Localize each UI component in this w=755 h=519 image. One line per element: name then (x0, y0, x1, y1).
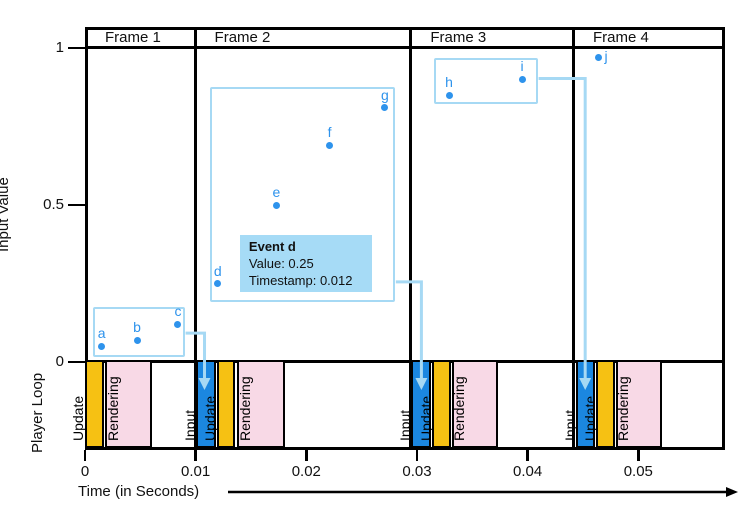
x-tick-mark (194, 450, 197, 461)
tooltip-title: Event d (248, 239, 296, 255)
frame-boundary-line (572, 27, 575, 450)
x-tick-label: 0 (80, 463, 90, 480)
y-tick-mark (68, 46, 85, 50)
event-point-f (326, 141, 334, 149)
event-point-g (381, 104, 389, 112)
event-point-label-h: h (445, 74, 453, 91)
x-tick-mark (526, 450, 529, 461)
y-tick-mark (68, 203, 85, 207)
update-bar: Update (202, 360, 236, 448)
update-bar-label: Update (70, 395, 87, 441)
event-point-d (214, 280, 222, 287)
input-bar-label: Input (561, 409, 578, 441)
event-point-label-b: b (133, 319, 141, 336)
frame-boundary-line (193, 27, 197, 450)
frame-header-cell: Frame 1 (85, 27, 195, 48)
event-point-i (518, 75, 526, 83)
input-bar-label: Input (181, 409, 198, 441)
frame-header-cell: Frame 3 (410, 27, 573, 48)
header-separator-line (85, 46, 725, 49)
event-group-box (210, 86, 395, 302)
frame-header-label: Frame 2 (214, 29, 271, 46)
x-axis-title: Time (in Seconds) (78, 483, 200, 500)
event-point-label-g: g (380, 86, 389, 103)
frame-header-label: Frame 3 (430, 29, 487, 46)
x-tick-label: 0.04 (513, 463, 543, 480)
tooltip-timestamp-line: Timestamp: 0.012 (248, 273, 353, 289)
x-tick-mark (415, 450, 419, 461)
y-tick-label: 0 (55, 353, 64, 370)
event-point-a (98, 342, 106, 350)
y-tick-label: 1 (55, 39, 64, 56)
x-tick-label: 0.05 (623, 463, 653, 480)
x-tick-mark (637, 450, 640, 461)
event-point-label-i: i (520, 58, 524, 75)
rendering-bar: Rendering (614, 360, 662, 448)
y-axis-title: Input Value (0, 177, 12, 252)
x-tick-mark (83, 450, 87, 461)
x-tick-mark (305, 450, 308, 461)
rendering-bar-label: Rendering (104, 376, 121, 441)
event-point-b (133, 336, 141, 344)
y-tick-label: 0.5 (43, 196, 64, 213)
rendering-bar-label: Rendering (236, 376, 253, 441)
frame-header-cell: Frame 2 (195, 27, 411, 48)
event-group-box (433, 57, 538, 105)
update-bar-label: Update (581, 395, 598, 441)
event-point-j (594, 53, 602, 61)
player-loop-axis-title: Player Loop (29, 372, 46, 453)
x-tick-label: 0.03 (402, 463, 432, 480)
rendering-bar-label: Rendering (451, 376, 468, 441)
event-tooltip: Event d Value: 0.25 Timestamp: 0.012 (239, 235, 372, 293)
event-point-label-e: e (272, 184, 281, 200)
event-point-c (174, 320, 182, 328)
x-tick-label: 0.01 (181, 463, 211, 480)
event-point-label-c: c (174, 303, 182, 320)
y-tick-mark (68, 360, 85, 364)
frame-header-label: Frame 4 (593, 29, 649, 46)
update-bar-label: Update (417, 395, 434, 441)
frame-header-label: Frame 1 (105, 29, 161, 46)
tooltip-value-line: Value: 0.25 (248, 256, 314, 272)
input-bar-label: Input (397, 409, 414, 441)
frame-header-cell: Frame 4 (573, 27, 725, 48)
update-bar: Update (582, 360, 616, 448)
event-point-label-f: f (327, 124, 332, 141)
x-tick-label: 0.02 (291, 463, 321, 480)
event-point-label-a: a (97, 325, 106, 342)
plot-outer-border (85, 27, 725, 450)
event-point-e (272, 201, 280, 209)
event-group-box (92, 306, 185, 357)
event-point-label-d: d (213, 262, 222, 279)
rendering-bar: Rendering (236, 360, 286, 448)
rendering-bar: Rendering (451, 360, 498, 448)
update-bar: Update (70, 360, 104, 448)
event-point-label-j: j (604, 48, 608, 65)
event-point-h (445, 91, 453, 99)
update-bar-label: Update (202, 395, 219, 441)
rendering-bar: Rendering (105, 360, 153, 448)
rendering-bar-label: Rendering (614, 376, 631, 441)
frame-boundary-line (409, 27, 413, 450)
update-bar: Update (418, 360, 452, 448)
